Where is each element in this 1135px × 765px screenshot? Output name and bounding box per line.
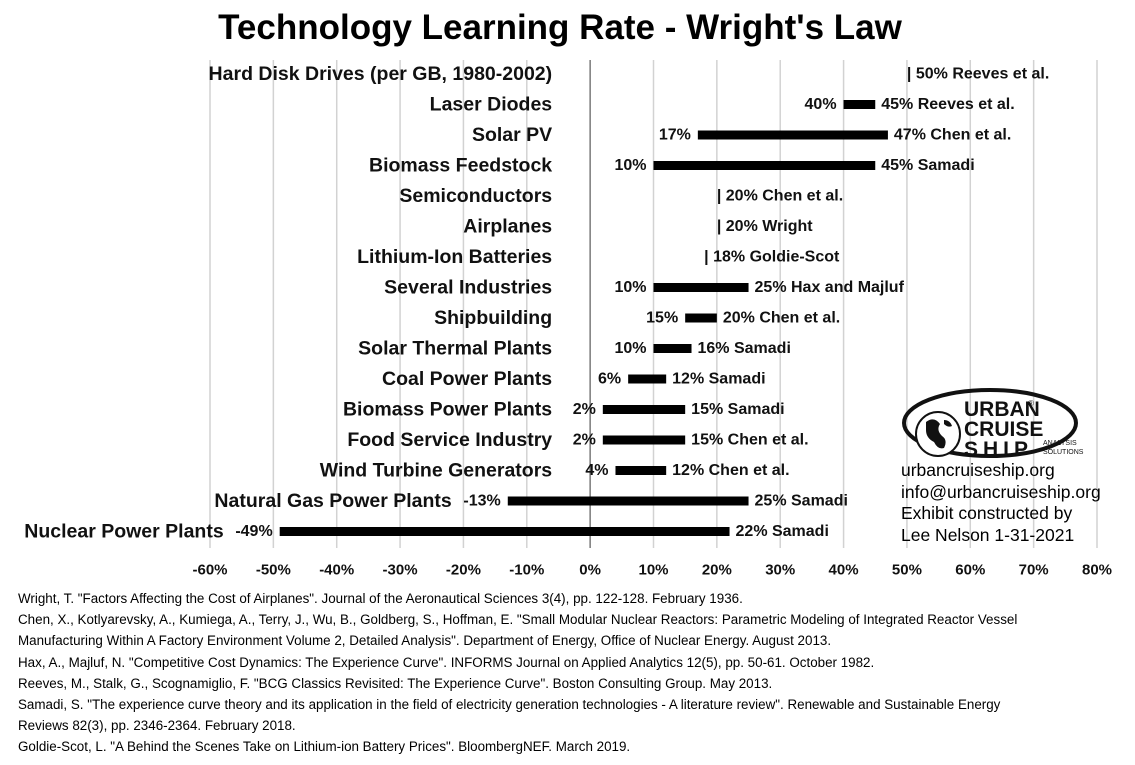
reference-line: Reviews 82(3), pp. 2346-2364. February 2… (18, 718, 296, 734)
logo-line1: URBAN (964, 398, 1040, 421)
reference-line: Chen, X., Kotlyarevsky, A., Kumiega, A.,… (18, 612, 1018, 628)
low-value-label: -49% (235, 523, 272, 540)
references: Wright, T. "Factors Affecting the Cost o… (18, 588, 1118, 758)
low-value-label: 2% (573, 401, 596, 418)
category-label: Hard Disk Drives (per GB, 1980-2002) (209, 63, 553, 85)
low-value-label: 2% (573, 432, 596, 449)
chart: Technology Learning Rate - Wright's Law … (24, 8, 1112, 579)
category-label: Solar PV (472, 124, 552, 146)
range-bar (507, 496, 749, 506)
high-value-label: | 18% Goldie-Scot (704, 249, 840, 266)
x-tick-label: 20% (702, 562, 732, 579)
low-value-label: 10% (614, 157, 646, 174)
category-label: Semiconductors (399, 185, 552, 207)
category-label: Nuclear Power Plants (24, 521, 224, 543)
logo-orbit (902, 388, 1078, 458)
x-tick-label: -10% (509, 562, 544, 579)
range-bar (653, 283, 749, 292)
logo-line2: CRUISE (964, 418, 1043, 441)
x-tick-label: -30% (383, 562, 418, 579)
low-value-label: -13% (463, 493, 500, 510)
range-bar (602, 435, 686, 445)
range-bar (653, 344, 692, 353)
category-label: Biomass Power Plants (343, 399, 552, 421)
category-label: Solar Thermal Plants (358, 338, 552, 360)
x-tick-label: 40% (829, 562, 859, 579)
x-tick-label: -50% (256, 562, 291, 579)
reference-line: Reeves, M., Stalk, G., Scognamiglio, F. … (18, 675, 773, 691)
category-label: Coal Power Plants (382, 368, 552, 390)
high-value-label: 45% Reeves et al. (881, 96, 1014, 113)
high-value-label: 15% Samadi (691, 401, 784, 418)
logo-mark: ® (1028, 399, 1034, 408)
category-label: Shipbuilding (434, 307, 552, 329)
low-value-label: 40% (805, 96, 837, 113)
category-label: Lithium-Ion Batteries (357, 246, 552, 268)
reference-line: Hax, A., Majluf, N. "Competitive Cost Dy… (18, 654, 875, 670)
high-value-label: 12% Samadi (672, 371, 765, 388)
category-label: Food Service Industry (347, 429, 552, 451)
category-label: Natural Gas Power Plants (214, 490, 451, 512)
high-value-label: 45% Samadi (881, 157, 974, 174)
x-tick-label: -60% (192, 562, 227, 579)
credit-line-1: Exhibit constructed by (901, 503, 1073, 523)
low-value-label: 10% (614, 340, 646, 357)
x-tick-label: 50% (892, 562, 922, 579)
range-bar (628, 374, 667, 384)
high-value-label: 22% Samadi (736, 523, 829, 540)
chart-title: Technology Learning Rate - Wright's Law (218, 8, 902, 47)
x-tick-label: 70% (1019, 562, 1049, 579)
high-value-label: 47% Chen et al. (894, 127, 1011, 144)
reference-line: Manufacturing Within A Factory Environme… (18, 633, 832, 649)
range-bar (697, 130, 888, 140)
urban-cruise-ship-logo: URBAN ® CRUISE SHIP ANALYSIS SOLUTIONS (902, 388, 1084, 461)
reference-line: Wright, T. "Factors Affecting the Cost o… (18, 591, 743, 606)
reference-line: Goldie-Scot, L. "A Behind the Scenes Tak… (18, 739, 631, 755)
x-tick-label: -20% (446, 562, 481, 579)
category-label: Airplanes (463, 216, 552, 238)
x-tick-label: 80% (1082, 562, 1112, 579)
category-label: Several Industries (384, 277, 552, 299)
range-bar (653, 161, 876, 170)
high-value-label: | 20% Wright (717, 218, 813, 235)
x-tick-label: 0% (579, 562, 601, 579)
category-label: Biomass Feedstock (369, 155, 552, 177)
high-value-label: 12% Chen et al. (672, 462, 789, 479)
high-value-label: | 20% Chen et al. (717, 188, 843, 205)
logo-tag1: ANALYSIS (1043, 440, 1077, 447)
high-value-label: | 50% Reeves et al. (907, 66, 1049, 83)
credits: urbancruiseship.org info@urbancruiseship… (901, 460, 1101, 546)
high-value-label: 16% Samadi (698, 340, 791, 357)
category-label: Laser Diodes (430, 94, 553, 116)
high-value-label: 25% Samadi (755, 493, 848, 510)
credit-line-2: Lee Nelson 1-31-2021 (901, 524, 1075, 545)
low-value-label: 4% (585, 462, 608, 479)
high-value-label: 25% Hax and Majluf (755, 279, 905, 296)
x-tick-label: 30% (765, 562, 795, 579)
high-value-label: 15% Chen et al. (691, 432, 808, 449)
high-value-label: 20% Chen et al. (723, 310, 840, 327)
low-value-label: 6% (598, 371, 621, 388)
range-bar (602, 405, 686, 414)
reference-line: Samadi, S. "The experience curve theory … (18, 697, 1001, 713)
chart-plot: -60% -50% -40% -30% -20% -10% 0% 10% 20% 30% 40% 50… (24, 60, 1112, 579)
x-tick-label: 60% (955, 562, 985, 579)
x-tick-label: 10% (638, 562, 668, 579)
logo-tag2: SOLUTIONS (1043, 449, 1084, 456)
low-value-label: 17% (659, 127, 691, 144)
x-tick-label: -40% (319, 562, 354, 579)
range-bar (843, 100, 876, 109)
range-bar (279, 527, 730, 536)
low-value-label: 10% (614, 279, 646, 296)
range-bar (685, 313, 717, 323)
globe-land-icon (926, 419, 952, 449)
email-text: info@urbancruiseship.org (901, 481, 1101, 502)
range-bar (615, 466, 667, 475)
logo-line3: SHIP (964, 438, 1033, 461)
category-label: Wind Turbine Generators (320, 460, 553, 482)
website-text: urbancruiseship.org (901, 460, 1055, 480)
low-value-label: 15% (646, 310, 678, 327)
